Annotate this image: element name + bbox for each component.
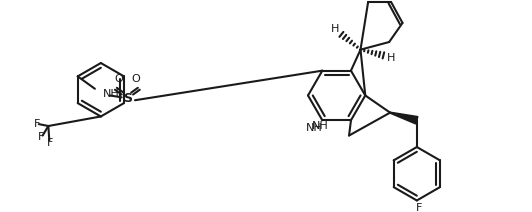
- Text: O: O: [114, 74, 123, 84]
- Text: S: S: [123, 92, 132, 105]
- Text: F: F: [415, 203, 422, 212]
- Text: F: F: [38, 132, 44, 142]
- Text: H: H: [387, 53, 395, 63]
- Text: NH: NH: [312, 121, 329, 131]
- Text: NH: NH: [306, 123, 323, 133]
- Polygon shape: [390, 112, 418, 124]
- Text: F: F: [34, 119, 40, 129]
- Text: NH: NH: [103, 89, 119, 99]
- Text: H: H: [330, 24, 339, 34]
- Text: O: O: [131, 74, 140, 84]
- Text: F: F: [47, 138, 53, 148]
